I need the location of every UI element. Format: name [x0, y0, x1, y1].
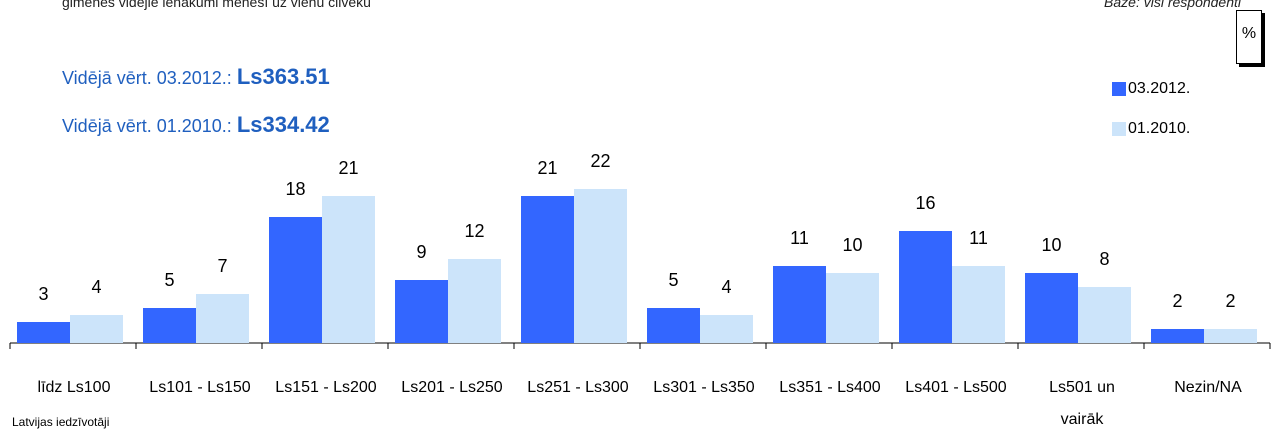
- legend-swatch-2010: [1112, 122, 1126, 136]
- bar-2010-6: [826, 273, 879, 343]
- unit-label: %: [1236, 10, 1262, 64]
- bar-2012-2: [269, 217, 322, 343]
- bar-2010-7: [952, 266, 1005, 343]
- header-left-text: ģimenes vidējie ienākumi mēnesī uz vienu…: [62, 0, 371, 10]
- category-label-0: līdz Ls100: [37, 379, 111, 396]
- category-label-5: Ls301 - Ls350: [653, 379, 755, 396]
- legend-label-2012: 03.2012.: [1128, 80, 1191, 97]
- data-label-2012-3: 9: [416, 242, 426, 262]
- bar-2010-9: [1204, 329, 1257, 343]
- average-2012-label: Vidējā vērt. 03.2012.:: [62, 68, 232, 88]
- average-2010: Vidējā vērt. 01.2010.: Ls334.42: [62, 112, 330, 138]
- bar-2010-2: [322, 196, 375, 343]
- data-label-2010-9: 2: [1225, 291, 1235, 311]
- data-label-2012-8: 10: [1041, 235, 1061, 255]
- data-label-2012-9: 2: [1172, 291, 1182, 311]
- bar-2010-4: [574, 189, 627, 343]
- bar-2012-5: [647, 308, 700, 343]
- bar-2010-8: [1078, 287, 1131, 343]
- bar-2012-3: [395, 280, 448, 343]
- category-label-2: Ls151 - Ls200: [275, 379, 377, 396]
- average-2012: Vidējā vērt. 03.2012.: Ls363.51: [62, 64, 330, 90]
- category-label-7: Ls401 - Ls500: [905, 379, 1007, 396]
- data-label-2010-3: 12: [464, 221, 484, 241]
- bar-2012-0: [17, 322, 70, 343]
- legend-item-2012: 03.2012.: [1112, 80, 1190, 98]
- bar-2010-0: [70, 315, 123, 343]
- category-label-1: Ls101 - Ls150: [149, 379, 251, 396]
- header-right-text: Bāze: visi respondenti: [1104, 0, 1241, 10]
- data-label-2010-5: 4: [721, 277, 731, 297]
- category-label-6: Ls351 - Ls400: [779, 379, 881, 396]
- category-label-9: Nezin/NA: [1174, 379, 1242, 396]
- category-label-4: Ls251 - Ls300: [527, 379, 629, 396]
- bar-2010-5: [700, 315, 753, 343]
- data-label-2012-5: 5: [668, 270, 678, 290]
- data-label-2010-4: 22: [590, 151, 610, 171]
- category-label-8: Ls501 un vairāk: [1049, 379, 1115, 428]
- bar-2012-7: [899, 231, 952, 343]
- data-label-2012-6: 11: [790, 228, 809, 248]
- average-2012-value: Ls363.51: [236, 64, 330, 89]
- bar-2010-1: [196, 294, 249, 343]
- data-label-2010-8: 8: [1099, 249, 1109, 269]
- data-label-2012-0: 3: [38, 284, 48, 304]
- data-label-2012-7: 16: [915, 193, 935, 213]
- footer-note: Latvijas iedzīvotāji: [12, 415, 110, 429]
- legend-label-2010: 01.2010.: [1128, 120, 1191, 137]
- data-label-2010-1: 7: [217, 256, 227, 276]
- average-2010-label: Vidējā vērt. 01.2010.:: [62, 116, 232, 136]
- bar-2012-9: [1151, 329, 1204, 343]
- bar-2012-1: [143, 308, 196, 343]
- data-label-2010-0: 4: [91, 277, 101, 297]
- data-label-2010-2: 21: [338, 158, 358, 178]
- category-label-3: Ls201 - Ls250: [401, 379, 503, 396]
- bar-2010-3: [448, 259, 501, 343]
- data-label-2012-4: 21: [537, 158, 557, 178]
- data-label-2010-7: 11: [969, 228, 988, 248]
- legend-item-2010: 01.2010.: [1112, 120, 1190, 138]
- bar-2012-8: [1025, 273, 1078, 343]
- data-label-2010-6: 10: [842, 235, 862, 255]
- data-label-2012-2: 18: [285, 179, 305, 199]
- legend-swatch-2012: [1112, 82, 1126, 96]
- bar-2012-4: [521, 196, 574, 343]
- average-2010-value: Ls334.42: [236, 112, 330, 137]
- data-label-2012-1: 5: [164, 270, 174, 290]
- bar-2012-6: [773, 266, 826, 343]
